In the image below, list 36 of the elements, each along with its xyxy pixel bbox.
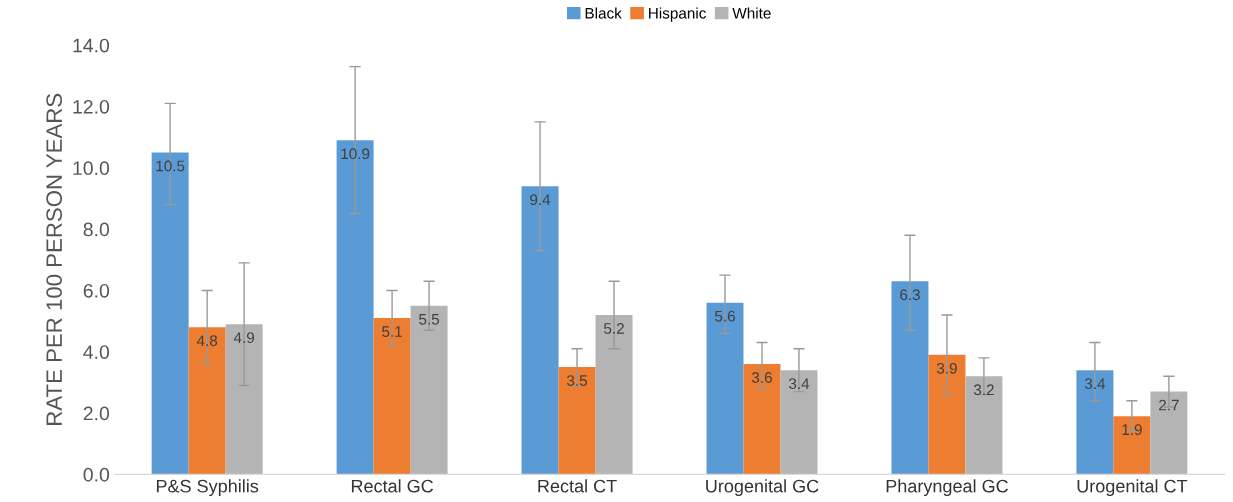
x-tick-label: P&S Syphilis xyxy=(156,479,259,497)
data-label: 3.9 xyxy=(936,362,957,374)
data-label: 5.2 xyxy=(604,323,624,334)
x-tick-label: Rectal GC xyxy=(351,479,434,493)
data-label: 3.4 xyxy=(1084,378,1106,390)
x-tick-label: Urogenital CT xyxy=(1077,479,1188,497)
y-tick-label: 14.0 xyxy=(73,38,110,53)
x-tick-label: Rectal CT xyxy=(538,479,617,493)
data-label: 2.7 xyxy=(1159,399,1179,411)
y-tick-label: 0.0 xyxy=(83,467,110,482)
legend-label: Hispanic xyxy=(649,7,706,22)
data-label: 10.9 xyxy=(341,148,370,160)
data-label: 5.1 xyxy=(382,326,402,337)
data-label: 10.5 xyxy=(156,160,185,172)
data-label: 9.4 xyxy=(530,194,551,206)
y-tick-label: 2.0 xyxy=(83,406,110,421)
x-tick-label: Pharyngeal GC xyxy=(886,479,1008,497)
data-label: 4.9 xyxy=(233,332,255,344)
x-tick-label: Urogenital GC xyxy=(706,479,819,497)
data-label: 3.5 xyxy=(567,375,588,386)
y-tick-label: 8.0 xyxy=(83,222,110,237)
data-label: 1.9 xyxy=(1122,424,1142,436)
data-label: 6.3 xyxy=(900,289,920,301)
data-label: 5.5 xyxy=(419,314,440,325)
data-label: 4.8 xyxy=(196,335,218,347)
y-axis-title: RATE PER 100 PERSON YEARS xyxy=(46,93,63,425)
y-tick-label: 12.0 xyxy=(73,99,110,114)
data-label: 3.2 xyxy=(973,384,994,396)
legend-label: Black xyxy=(585,7,622,19)
data-label: 3.6 xyxy=(751,372,772,383)
data-label: 5.6 xyxy=(715,310,735,322)
y-tick-label: 6.0 xyxy=(83,283,110,298)
legend-label: White xyxy=(732,7,771,19)
y-tick-label: 4.0 xyxy=(83,345,110,359)
y-tick-label: 10.0 xyxy=(73,161,110,176)
data-label: 3.4 xyxy=(788,378,810,390)
